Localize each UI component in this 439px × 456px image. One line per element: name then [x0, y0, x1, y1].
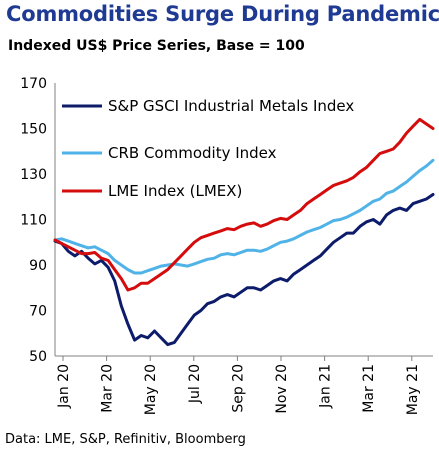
chart-title: Commodities Surge During Pandemic — [6, 2, 439, 26]
y-tick-label: 70 — [29, 304, 47, 320]
y-tick-label: 170 — [20, 76, 47, 92]
x-tick-label: Sep 20 — [230, 364, 246, 413]
y-tick-label: 90 — [29, 258, 47, 274]
legend-label-2: CRB Commodity Index — [108, 144, 277, 162]
x-tick-label: May 20 — [143, 364, 159, 415]
x-tick-label: May 21 — [405, 364, 421, 415]
series-line-2 — [53, 158, 435, 275]
x-tick-label: Nov 20 — [274, 364, 290, 414]
source-note: Data: LME, S&P, Refinitiv, Bloomberg — [5, 432, 246, 447]
legend-label-1: S&P GSCI Industrial Metals Index — [108, 97, 354, 115]
y-tick-label: 110 — [20, 213, 47, 229]
x-tick-label: Mar 20 — [100, 364, 116, 413]
chart-subtitle: Indexed US$ Price Series, Base = 100 — [8, 38, 305, 54]
x-tick-label: Jan 20 — [56, 364, 72, 409]
series-line-1 — [53, 193, 435, 347]
y-tick-label: 150 — [20, 122, 47, 138]
series-line-3 — [53, 117, 435, 292]
x-tick-label: Mar 21 — [361, 364, 377, 413]
x-tick-label: Jan 21 — [318, 364, 334, 409]
chart-canvas: 50 70 90 110 130 150 170 Jan 20 Mar 20 May 20 Jul … — [20, 76, 435, 415]
y-tick-label: 130 — [20, 167, 47, 183]
y-tick-label: 50 — [29, 349, 47, 365]
legend-label-3: LME Index (LMEX) — [108, 182, 242, 200]
x-tick-label: Jul 20 — [187, 364, 203, 404]
